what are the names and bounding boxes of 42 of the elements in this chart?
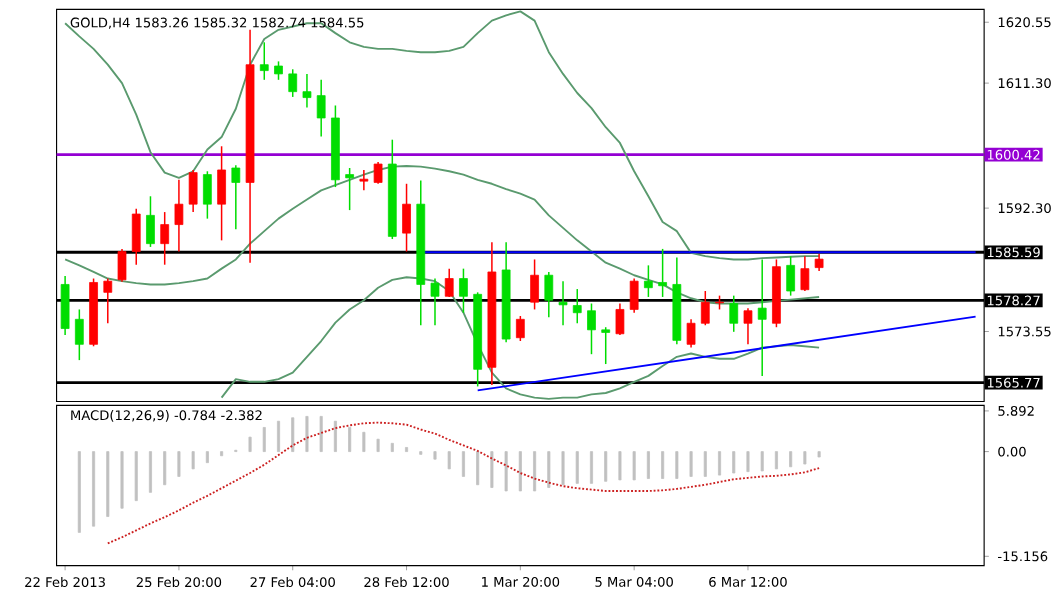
candlestick [373, 160, 383, 185]
candlestick [174, 178, 184, 252]
candlestick [800, 254, 810, 292]
candlestick [700, 289, 710, 326]
candlestick [160, 210, 170, 265]
candlestick [786, 254, 796, 296]
candlestick [629, 277, 639, 314]
candlestick [743, 306, 753, 345]
candlestick [558, 279, 568, 326]
candlestick [117, 247, 127, 283]
candlestick [131, 207, 141, 265]
candlestick [217, 145, 226, 241]
candlestick [188, 168, 198, 213]
candlestick [103, 277, 113, 324]
candlestick [729, 294, 739, 333]
candlestick [402, 182, 411, 252]
candlestick [60, 274, 70, 336]
candlestick [644, 264, 653, 298]
candlestick [359, 168, 369, 191]
candlestick [587, 302, 596, 355]
candlestick [444, 267, 454, 298]
candlestick [601, 325, 611, 365]
candlestick [572, 287, 582, 324]
candlestick [259, 41, 269, 81]
candlestick [203, 170, 212, 219]
candlestick [74, 308, 84, 361]
candlestick [615, 302, 625, 336]
candlestick [316, 78, 326, 137]
candlestick [530, 258, 539, 310]
candlestick [459, 267, 468, 314]
candlestick [686, 318, 696, 348]
candlestick [231, 164, 241, 230]
candlestick [288, 68, 298, 98]
candlestick [515, 314, 525, 342]
candlestick [658, 247, 667, 298]
candlestick [302, 72, 312, 108]
candlestick [544, 270, 554, 318]
candlestick [430, 277, 440, 326]
candlestick [757, 258, 767, 377]
candlestick [274, 60, 283, 81]
candlestick [345, 166, 354, 211]
candlestick [146, 195, 155, 248]
